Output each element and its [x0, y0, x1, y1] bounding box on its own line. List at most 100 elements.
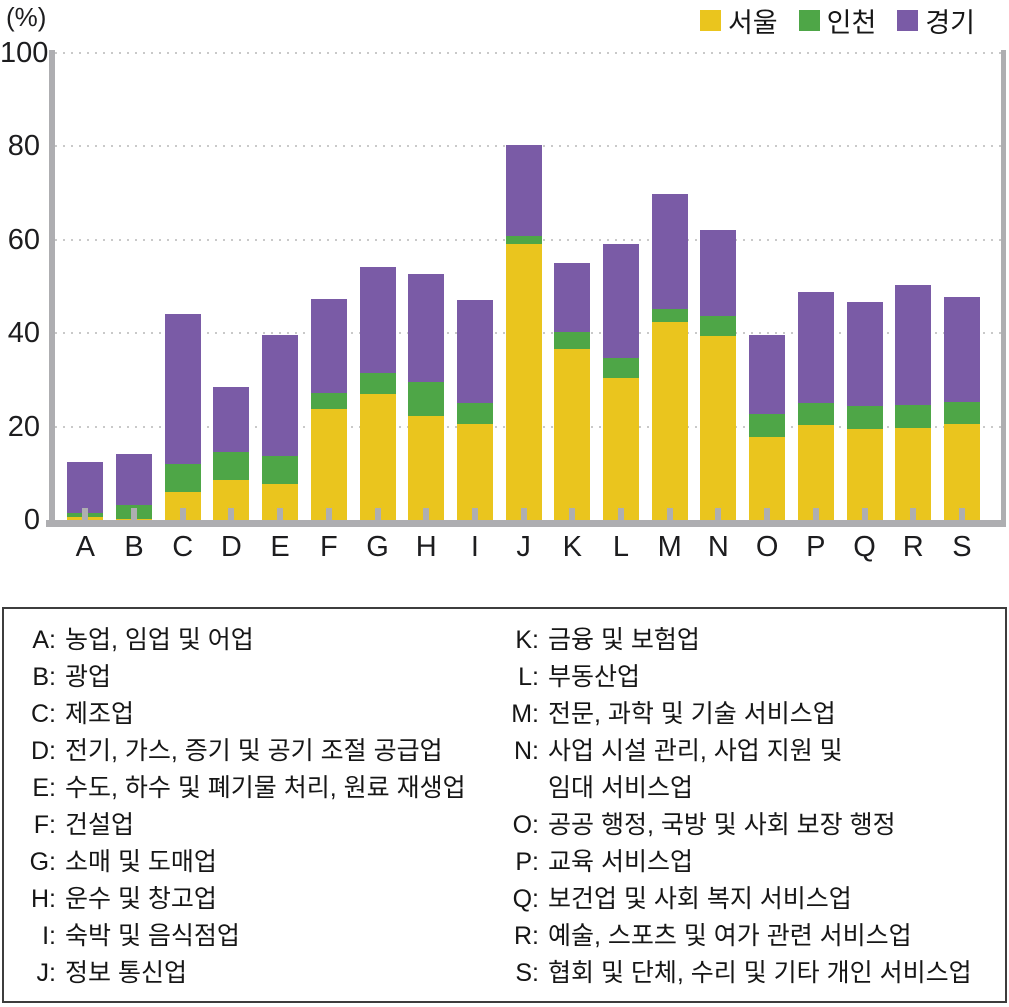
category-text: 사업 시설 관리, 사업 지원 및 [548, 737, 843, 765]
category-letter: B: [32, 663, 56, 691]
x-tick [569, 508, 576, 520]
bar-I-segment-인천 [456, 403, 493, 424]
category-text: 광업 [65, 663, 112, 691]
x-axis-line [46, 520, 1006, 527]
chart-legend: 서울 인천 경기 [699, 1, 975, 40]
bar-O-segment-경기 [749, 335, 786, 414]
category-letter: N: [514, 737, 539, 765]
bar-C-segment-인천 [164, 464, 201, 492]
bar-H-segment-서울 [408, 416, 445, 520]
category-text: 농업, 임업 및 어업 [65, 626, 254, 654]
category-legend-item: Q: 보건업 및 사회 복지 서비스업 [507, 881, 997, 918]
bar-E-segment-경기 [262, 335, 299, 456]
x-tick-label: J [516, 531, 531, 563]
category-legend-item: M: 전문, 과학 및 기술 서비스업 [507, 696, 997, 733]
category-legend-item: I: 숙박 및 음식점업 [24, 918, 494, 955]
category-text: 임대 서비스업 [548, 774, 693, 802]
legend-item: 서울 [699, 1, 778, 40]
category-text: 부동산업 [548, 663, 641, 691]
bar-C-segment-경기 [164, 314, 201, 464]
category-text: 소매 및 도매업 [65, 848, 217, 876]
x-tick [325, 508, 332, 520]
bar-O-segment-인천 [749, 414, 786, 437]
bar-K-segment-경기 [554, 263, 591, 332]
category-letter: P: [515, 848, 539, 876]
x-tick-label: D [220, 531, 242, 563]
category-text: 전기, 가스, 증기 및 공기 조절 공급업 [65, 737, 443, 765]
category-letter: F: [33, 811, 56, 839]
x-tick [861, 508, 868, 520]
category-text: 예술, 스포츠 및 여가 관련 서비스업 [548, 922, 912, 950]
x-tick-label: Q [853, 531, 876, 563]
category-text: 공공 행정, 국방 및 사회 보장 행정 [548, 811, 896, 839]
bar-F-segment-서울 [310, 409, 347, 520]
bar-H-segment-경기 [408, 274, 445, 382]
bar-R-segment-서울 [895, 428, 932, 520]
category-legend-item: 임대 서비스업 [507, 770, 997, 807]
category-legend-right-column: K: 금융 및 보험업 L: 부동산업 M: 전문, 과학 및 기술 서비스업 N: 사업 시… [507, 622, 997, 992]
x-tick [958, 508, 965, 520]
bar-J-segment-인천 [505, 236, 542, 244]
y-tick-label: 20 [7, 410, 40, 443]
category-letter: E: [32, 774, 56, 802]
bar-G-segment-경기 [359, 267, 396, 373]
y-tick-label: 0 [23, 504, 40, 536]
bar-O-segment-서울 [749, 437, 786, 520]
x-tick-label: H [415, 531, 437, 563]
y-axis-unit-label: (%) [6, 2, 47, 32]
category-legend-item: J: 정보 통신업 [24, 955, 494, 992]
legend-label: 서울 [727, 8, 778, 38]
category-letter [507, 770, 539, 807]
bar-Q-segment-인천 [846, 406, 883, 429]
category-legend-left-column: A: 농업, 임업 및 어업 B: 광업 C: 제조업 D: 전기, 가스, 증기 및 공기 … [24, 622, 494, 992]
bar-J-segment-경기 [505, 145, 542, 236]
category-letter: D: [31, 737, 56, 765]
category-legend-item: G: 소매 및 도매업 [24, 844, 494, 881]
bar-N-segment-인천 [700, 316, 737, 336]
category-letter: I: [42, 922, 56, 950]
x-tick [618, 508, 624, 520]
bar-Q-segment-경기 [846, 302, 883, 406]
x-tick-label: A [75, 531, 95, 563]
x-tick-label: S [952, 531, 972, 563]
category-legend-item: N: 사업 시설 관리, 사업 지원 및 [507, 733, 997, 770]
x-tick [520, 508, 527, 520]
category-letter: Q: [512, 885, 539, 913]
x-tick-label: F [319, 531, 338, 563]
category-text: 전문, 과학 및 기술 서비스업 [548, 700, 836, 728]
y-tick-label: 100 [0, 37, 49, 69]
category-letter: C: [31, 700, 56, 728]
legend-swatch [897, 10, 919, 31]
category-text: 금융 및 보험업 [548, 626, 700, 654]
legend-item: 인천 [798, 1, 876, 40]
x-tick-label: M [657, 531, 682, 563]
category-letter: R: [514, 922, 539, 950]
x-tick-label: B [124, 531, 144, 563]
plot-right-border [1001, 50, 1006, 527]
bar-Q-segment-서울 [846, 429, 883, 520]
bar-L-segment-인천 [603, 358, 639, 378]
x-tick-label: I [470, 531, 479, 563]
bar-M-segment-서울 [651, 322, 688, 520]
bar-I-segment-경기 [456, 300, 493, 403]
bar-S-segment-서울 [943, 424, 980, 520]
legend-item: 경기 [897, 1, 975, 40]
y-tick-label: 60 [7, 223, 40, 256]
category-legend-item: H: 운수 및 창고업 [24, 881, 494, 918]
bar-L-segment-서울 [603, 378, 639, 520]
x-tick-label: O [755, 531, 779, 563]
bar-S-segment-인천 [943, 402, 980, 424]
x-tick-label: L [612, 531, 630, 563]
category-legend-item: R: 예술, 스포츠 및 여가 관련 서비스업 [507, 918, 997, 955]
x-tick [82, 508, 89, 520]
category-text: 수도, 하수 및 폐기물 처리, 원료 재생업 [65, 774, 466, 802]
category-legend-item: A: 농업, 임업 및 어업 [24, 622, 494, 659]
bar-P-segment-서울 [797, 425, 834, 520]
category-text: 건설업 [65, 811, 135, 839]
category-letter: S: [515, 959, 539, 987]
category-legend-item: L: 부동산업 [507, 659, 997, 696]
x-tick [423, 508, 430, 520]
x-tick [374, 508, 381, 520]
bar-J-segment-서울 [505, 244, 542, 520]
